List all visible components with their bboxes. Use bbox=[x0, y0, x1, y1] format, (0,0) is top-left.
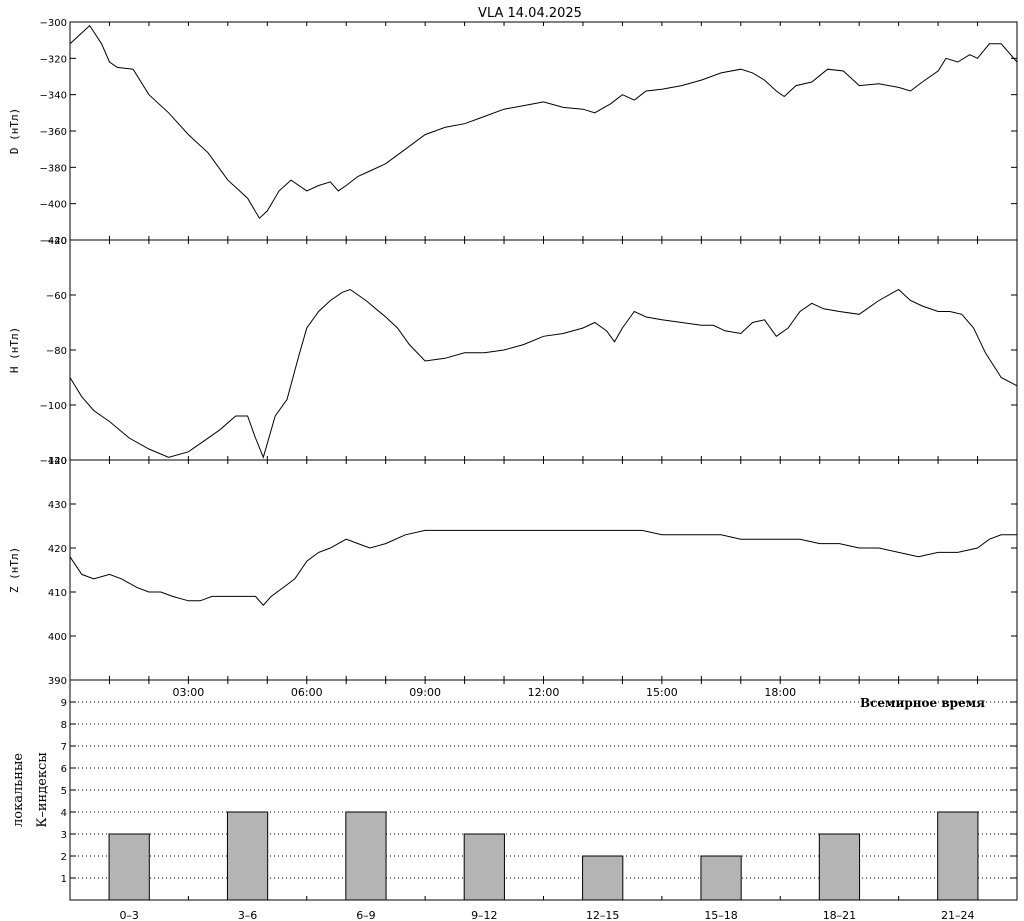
k-index-bar bbox=[345, 811, 387, 901]
category-label: 6–9 bbox=[356, 909, 376, 921]
x-tick-label: 06:00 bbox=[291, 686, 323, 699]
chart-title: VLA 14.04.2025 bbox=[478, 6, 582, 21]
y-tick-label: 400 bbox=[48, 632, 67, 643]
y-tick-label: 2 bbox=[61, 852, 67, 863]
x-tick-label: 15:00 bbox=[646, 686, 678, 699]
x-tick-label: 03:00 bbox=[173, 686, 205, 699]
k-index-bar bbox=[226, 811, 269, 901]
y-axis-label: К–индексы bbox=[35, 752, 50, 827]
y-tick-label: −80 bbox=[46, 346, 67, 357]
category-label: 21–24 bbox=[941, 909, 975, 921]
y-axis-label: Z (нТл) bbox=[8, 547, 21, 593]
y-tick-label: −420 bbox=[40, 236, 67, 247]
series-line bbox=[69, 529, 1017, 606]
k-index-bar bbox=[818, 833, 861, 901]
k-index-bar bbox=[108, 833, 150, 901]
y-tick-label: 1 bbox=[61, 874, 67, 885]
y-tick-label: 7 bbox=[61, 742, 67, 753]
y-tick-label: −380 bbox=[40, 163, 67, 174]
y-tick-label: 6 bbox=[61, 764, 67, 775]
k-index-bar bbox=[582, 855, 624, 901]
x-tick-label: 18:00 bbox=[764, 686, 796, 699]
x-tick-label: 12:00 bbox=[528, 686, 560, 699]
category-label: 3–6 bbox=[238, 909, 258, 921]
y-tick-label: −40 bbox=[46, 236, 67, 247]
y-tick-label: 430 bbox=[48, 500, 67, 511]
category-label: 0–3 bbox=[119, 909, 139, 921]
k-index-bar bbox=[937, 811, 979, 901]
y-tick-label: 420 bbox=[48, 544, 67, 555]
panels: −420 −400 −380 −360 −340 −320 −300 D (нТл) −120 −… bbox=[8, 18, 1018, 921]
y-tick-label: 9 bbox=[61, 698, 67, 709]
y-tick-label: 4 bbox=[61, 808, 67, 819]
y-tick-label: −320 bbox=[40, 54, 67, 65]
y-axis-label: D (нТл) bbox=[8, 108, 21, 154]
category-label: 15–18 bbox=[704, 909, 738, 921]
y-tick-label: 390 bbox=[48, 676, 67, 687]
y-tick-label: −400 bbox=[40, 200, 67, 211]
x-tick-label: 09:00 bbox=[409, 686, 441, 699]
y-tick-label: 410 bbox=[48, 588, 67, 599]
y-tick-label: −120 bbox=[40, 456, 67, 467]
category-label: 12–15 bbox=[586, 909, 620, 921]
panel-frame bbox=[69, 459, 1018, 681]
y-axis-label: H (нТл) bbox=[8, 327, 21, 373]
x-axis-label: Всемирное время bbox=[860, 696, 985, 710]
k-index-bar bbox=[700, 855, 742, 901]
y-tick-label: −300 bbox=[40, 18, 67, 29]
y-tick-label: 440 bbox=[48, 456, 67, 467]
category-label: 18–21 bbox=[823, 909, 857, 921]
y-tick-label: −60 bbox=[46, 291, 67, 302]
y-tick-label: 3 bbox=[61, 830, 67, 841]
panel-frame bbox=[69, 21, 1018, 241]
y-axis-label-extra: локальные bbox=[11, 753, 26, 827]
y-tick-label: 8 bbox=[61, 720, 67, 731]
k-index-bar bbox=[463, 833, 505, 901]
category-label: 9–12 bbox=[471, 909, 498, 921]
y-tick-label: −360 bbox=[40, 127, 67, 138]
series-line bbox=[69, 24, 1018, 219]
panel-frame bbox=[69, 239, 1018, 461]
y-tick-label: 5 bbox=[61, 786, 67, 797]
series-line bbox=[69, 288, 1018, 459]
y-tick-label: −100 bbox=[40, 401, 67, 412]
y-tick-label: −340 bbox=[40, 91, 67, 102]
